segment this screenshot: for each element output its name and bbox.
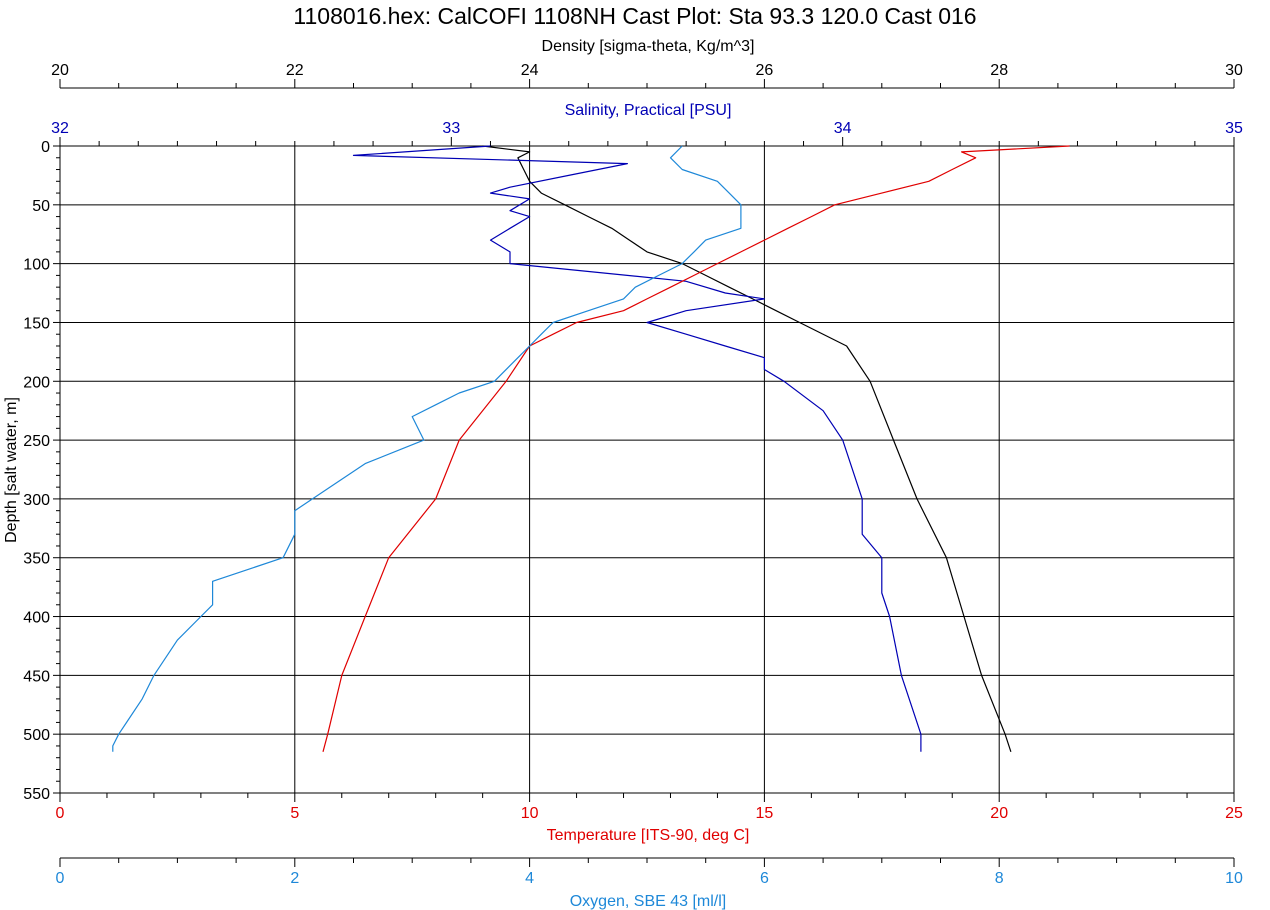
depth-tick-label: 550: [23, 786, 50, 803]
temperature-tick-label: 0: [56, 805, 65, 822]
oxygen-tick-label: 2: [290, 870, 299, 887]
salinity-profile-line: [352, 145, 922, 752]
temperature-tick-label: 15: [756, 805, 774, 822]
oxygen-tick-label: 0: [56, 870, 65, 887]
depth-tick-label: 350: [23, 551, 50, 568]
salinity-tick-label: 34: [834, 120, 852, 137]
density-tick-label: 26: [756, 62, 774, 79]
oxygen-tick-label: 4: [525, 870, 534, 887]
temperature-tick-label: 5: [290, 805, 299, 822]
data-series: [112, 145, 1070, 752]
temperature-tick-label: 20: [990, 805, 1008, 822]
depth-tick-label: 450: [23, 668, 50, 685]
salinity-axis-label: Salinity, Practical [PSU]: [565, 102, 732, 119]
depth-tick-label: 500: [23, 727, 50, 744]
depth-tick-label: 250: [23, 433, 50, 450]
temperature-tick-label: 10: [521, 805, 539, 822]
salinity-tick-label: 35: [1225, 120, 1243, 137]
depth-tick-label: 150: [23, 315, 50, 332]
density-tick-label: 28: [990, 62, 1008, 79]
depth-tick-label: 100: [23, 257, 50, 274]
depth-tick-label: 50: [32, 198, 50, 215]
density-tick-label: 22: [286, 62, 304, 79]
salinity-tick-label: 32: [51, 120, 69, 137]
salinity-tick-label: 33: [442, 120, 460, 137]
temperature-profile-line: [322, 145, 1070, 752]
depth-tick-label: 0: [41, 139, 50, 156]
grid: [59, 145, 1235, 793]
temperature-axis-label: Temperature [ITS-90, deg C]: [547, 827, 750, 844]
depth-tick-label: 300: [23, 492, 50, 509]
density-tick-label: 30: [1225, 62, 1243, 79]
oxygen-profile-line: [112, 145, 742, 752]
chart-title: 1108016.hex: CalCOFI 1108NH Cast Plot: S…: [293, 3, 976, 29]
temperature-tick-label: 25: [1225, 805, 1243, 822]
density-tick-label: 24: [521, 62, 539, 79]
density-axis-label: Density [sigma-theta, Kg/m^3]: [542, 38, 755, 55]
oxygen-tick-label: 6: [760, 870, 769, 887]
oxygen-axis-label: Oxygen, SBE 43 [ml/l]: [570, 893, 727, 910]
depth-tick-label: 200: [23, 374, 50, 391]
oxygen-tick-label: 10: [1225, 870, 1243, 887]
depth-tick-label: 400: [23, 610, 50, 627]
oxygen-tick-label: 8: [995, 870, 1004, 887]
density-profile-line: [482, 145, 1012, 752]
density-tick-label: 20: [51, 62, 69, 79]
depth-axis-label: Depth [salt water, m]: [3, 397, 20, 543]
